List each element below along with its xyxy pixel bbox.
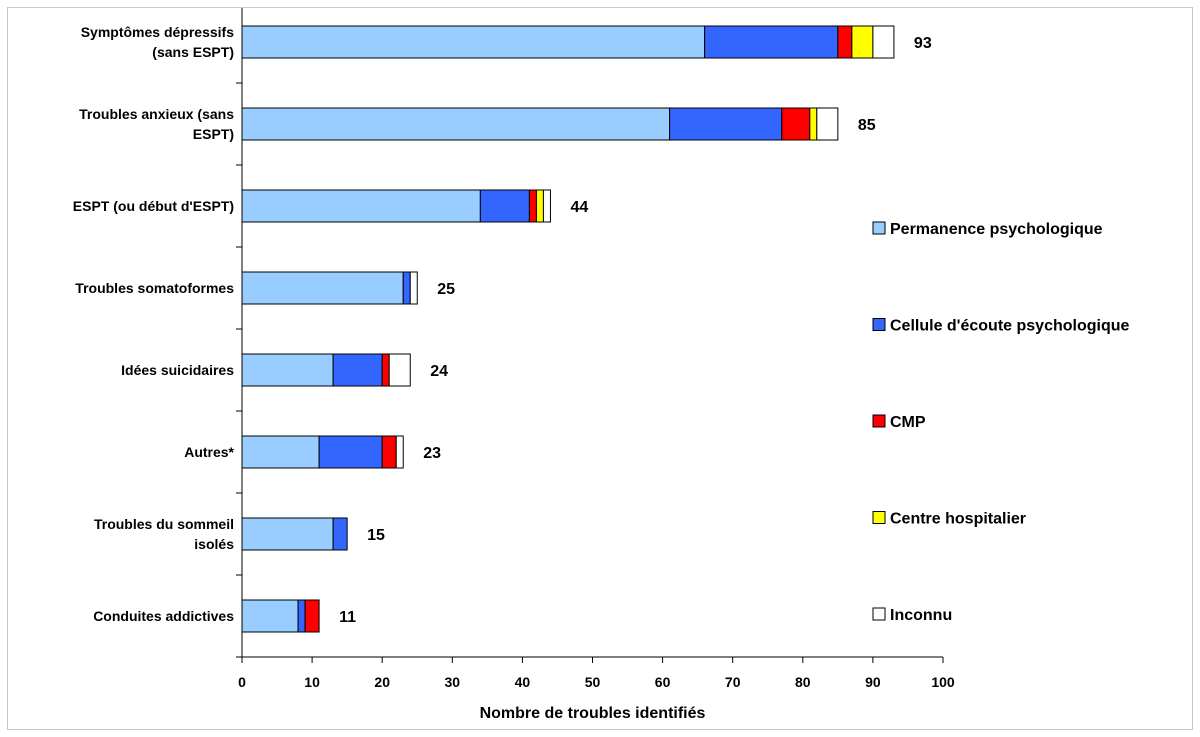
bar-segment-0-0 (241, 25, 706, 59)
x-tick-label: 80 (795, 674, 811, 690)
bar-segment-6-1 (332, 517, 348, 551)
category-label: Idées suicidaires (121, 362, 234, 378)
x-tick-label: 10 (304, 674, 320, 690)
bar-segment-4-1 (332, 353, 383, 387)
bar-segment-6-0 (241, 517, 334, 551)
legend-swatch (872, 318, 886, 331)
bar-segment-0-3 (851, 25, 874, 59)
legend: Permanence psychologique Cellule d'écoute… (872, 221, 1130, 624)
category-label: (sans ESPT) (152, 44, 234, 60)
legend-swatch (872, 414, 886, 428)
category-label: Conduites addictives (93, 608, 234, 624)
category-label: ESPT) (193, 126, 234, 142)
legend-label: Cellule d'écoute psychologique (890, 318, 1130, 335)
bar-segment-1-2 (781, 107, 811, 141)
x-tick-label: 50 (585, 674, 601, 690)
bar-segment-2-3 (535, 189, 544, 223)
legend-label: Inconnu (890, 607, 952, 624)
category-label: ESPT (ou début d'ESPT) (73, 198, 234, 214)
category-label: Troubles somatoformes (75, 280, 234, 296)
legend-swatch (872, 511, 886, 524)
bar-segment-1-3 (809, 107, 818, 141)
bar-segment-4-0 (241, 353, 334, 387)
total-label: 23 (423, 445, 441, 462)
legend-label: Centre hospitalier (890, 511, 1026, 528)
total-label: 93 (914, 35, 932, 52)
bar-segment-0-2 (837, 25, 853, 59)
bar-segment-1-4 (816, 107, 839, 141)
bars-layer (241, 25, 895, 633)
x-axis-title: Nombre de troubles identifiés (480, 705, 706, 722)
bar-segment-5-1 (318, 435, 383, 469)
bar-segment-5-0 (241, 435, 320, 469)
x-tick-label: 100 (931, 674, 955, 690)
bar-segment-7-2 (304, 599, 320, 633)
legend-swatch (872, 221, 886, 235)
x-tick-label: 20 (374, 674, 390, 690)
total-label: 15 (367, 527, 385, 544)
legend-swatch (872, 607, 886, 621)
axes-layer (236, 8, 944, 663)
bar-segment-4-4 (388, 353, 411, 387)
bar-segment-5-2 (381, 435, 397, 469)
total-label: 25 (437, 281, 455, 298)
bar-segment-4-2 (381, 353, 390, 387)
category-label: Troubles anxieux (sans (79, 106, 234, 122)
bar-segment-2-1 (479, 189, 530, 223)
bar-segment-0-1 (704, 25, 839, 59)
category-label: Symptômes dépressifs (81, 24, 234, 40)
bar-segment-3-0 (241, 271, 404, 305)
total-label: 85 (858, 117, 876, 134)
bar-segment-0-4 (872, 25, 895, 59)
bar-segment-3-4 (409, 271, 418, 305)
legend-label: Permanence psychologique (890, 221, 1103, 238)
bar-segment-3-1 (402, 271, 411, 305)
bar-segment-5-4 (395, 435, 404, 469)
category-label: isolés (194, 536, 234, 552)
bar-segment-2-0 (241, 189, 481, 223)
x-tick-label: 60 (655, 674, 671, 690)
bar-segment-2-2 (528, 189, 537, 223)
x-tick-label: 30 (445, 674, 461, 690)
bar-segment-1-1 (669, 107, 783, 141)
category-label: Autres* (184, 444, 234, 460)
x-tick-label: 0 (238, 674, 246, 690)
x-tick-label: 90 (865, 674, 881, 690)
total-label: 11 (339, 609, 356, 626)
legend-label: CMP (890, 414, 926, 431)
bar-segment-1-0 (241, 107, 671, 141)
labels-layer: 93 Symptômes dépressifs (sans ESPT) 85 Troub… (73, 24, 955, 722)
x-tick-label: 70 (725, 674, 741, 690)
total-label: 44 (570, 199, 588, 216)
x-tick-label: 40 (515, 674, 531, 690)
bar-segment-2-4 (542, 189, 551, 223)
bar-segment-7-0 (241, 599, 299, 633)
stacked-bar-chart: 93 Symptômes dépressifs (sans ESPT) 85 Troub… (73, 8, 1130, 722)
category-label: Troubles du sommeil (94, 516, 234, 532)
bar-segment-7-1 (297, 599, 306, 633)
total-label: 24 (430, 363, 448, 380)
chart-frame: 93 Symptômes dépressifs (sans ESPT) 85 Troub… (7, 7, 1193, 730)
